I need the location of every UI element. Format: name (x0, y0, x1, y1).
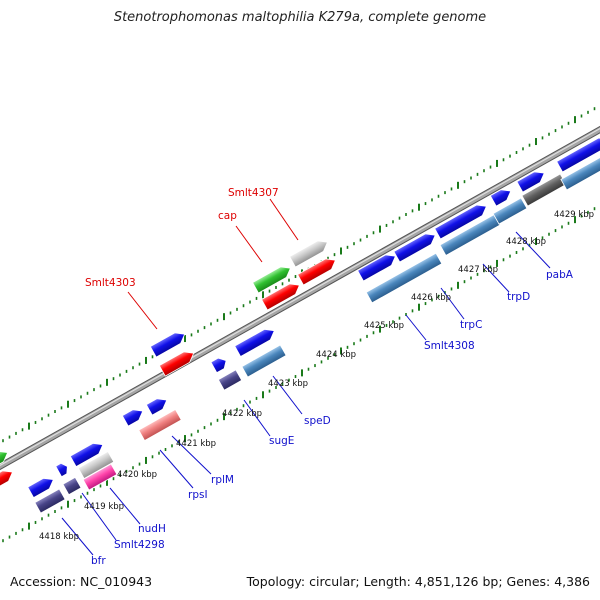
gene-feature (210, 357, 227, 374)
scale-label: 4422 kbp (222, 409, 262, 419)
gene-feature (489, 189, 512, 207)
gene-feature (0, 470, 14, 490)
gene-label-cap: cap (218, 210, 237, 222)
gene-label-smlt4303: Smlt4303 (85, 277, 136, 289)
label-leader-line (127, 291, 158, 330)
gene-feature (393, 233, 436, 263)
gene-feature (77, 450, 115, 480)
gene-label-smlt4308: Smlt4308 (424, 340, 475, 352)
gene-feature (149, 332, 186, 358)
gene-feature (252, 266, 292, 294)
gene-label-trpc: trpC (460, 319, 482, 331)
gene-label-suge: sugE (269, 435, 294, 447)
gene-feature (357, 254, 397, 282)
gene-feature (34, 488, 66, 514)
label-leader-line (269, 198, 299, 241)
map-title: Stenotrophomonas maltophilia K279a, comp… (113, 10, 487, 25)
gene-feature (82, 463, 118, 491)
scale-label: 4423 kbp (268, 379, 308, 389)
label-leader-line (515, 231, 551, 269)
gene-feature (492, 197, 528, 225)
gene-feature (69, 442, 104, 468)
tick-dots (2, 107, 596, 543)
scale-label: 4427 kbp (458, 265, 498, 275)
gene-feature (439, 214, 501, 256)
gene-label-sped: speD (304, 415, 331, 427)
label-leader-line (61, 517, 94, 556)
label-leader-line (171, 435, 212, 475)
genome-backbone (0, 125, 600, 471)
gene-label-paba: pabA (546, 269, 574, 281)
gene-label-bfr: bfr (91, 555, 106, 567)
gene-feature (121, 409, 144, 427)
gene-feature (560, 149, 600, 191)
gene-feature (27, 477, 54, 499)
gene-feature (234, 328, 275, 358)
gene-feature (158, 351, 195, 377)
gene-label-rpsl: rpsI (188, 489, 208, 501)
gene-label-smlt4298: Smlt4298 (114, 539, 165, 551)
outer-gene-labels: Smlt4303 cap Smlt4307 (85, 187, 279, 289)
scale-label: 4425 kbp (364, 321, 404, 331)
gene-feature (55, 462, 68, 478)
gene-feature (289, 240, 329, 268)
gene-label-trpd: trpD (507, 291, 530, 303)
gene-feature (0, 450, 9, 470)
scale-label: 4424 kbp (316, 350, 356, 360)
label-leader-line (272, 375, 303, 415)
scale-label: 4429 kbp (554, 210, 594, 220)
label-leader-line (109, 487, 141, 525)
gene-feature (138, 408, 182, 442)
gene-features (0, 137, 600, 514)
gene-feature (365, 252, 443, 304)
gene-feature (62, 476, 82, 496)
scale-label: 4426 kbp (411, 293, 451, 303)
scale-label: 4418 kbp (39, 532, 79, 542)
inner-gene-labels: bfr Smlt4298 nudH rpsI rplM sugE speD Sm… (91, 269, 574, 567)
label-leader-line (235, 225, 263, 263)
gene-feature (556, 137, 600, 173)
scale-label: 4420 kbp (117, 470, 157, 480)
scale-label: 4421 kbp (176, 439, 216, 449)
gene-feature (241, 344, 287, 378)
scale-label: 4419 kbp (84, 502, 124, 512)
gene-feature (297, 258, 337, 286)
gene-label-rplm: rplM (211, 474, 234, 486)
label-leader-line (405, 314, 427, 341)
gene-label-smlt4307: Smlt4307 (228, 187, 279, 199)
label-leader-line (440, 287, 465, 320)
label-leader-line (482, 263, 510, 293)
gene-feature (145, 398, 168, 416)
scale-label: 4428 kbp (506, 237, 546, 247)
label-leader-line (243, 399, 271, 437)
genome-summary-text: Topology: circular; Length: 4,851,126 bp… (246, 574, 590, 589)
gene-feature (217, 369, 243, 391)
gene-feature (261, 283, 301, 311)
gene-feature (434, 204, 487, 240)
scale-labels: 4418 kbp 4419 kbp 4420 kbp 4421 kbp 4422… (39, 210, 594, 542)
gene-label-nudh: nudH (138, 523, 166, 535)
label-leader-line (159, 449, 194, 489)
label-leader-line (81, 492, 117, 541)
accession-text: Accession: NC_010943 (10, 574, 153, 589)
gene-feature (516, 171, 545, 193)
label-leaders (61, 198, 551, 556)
